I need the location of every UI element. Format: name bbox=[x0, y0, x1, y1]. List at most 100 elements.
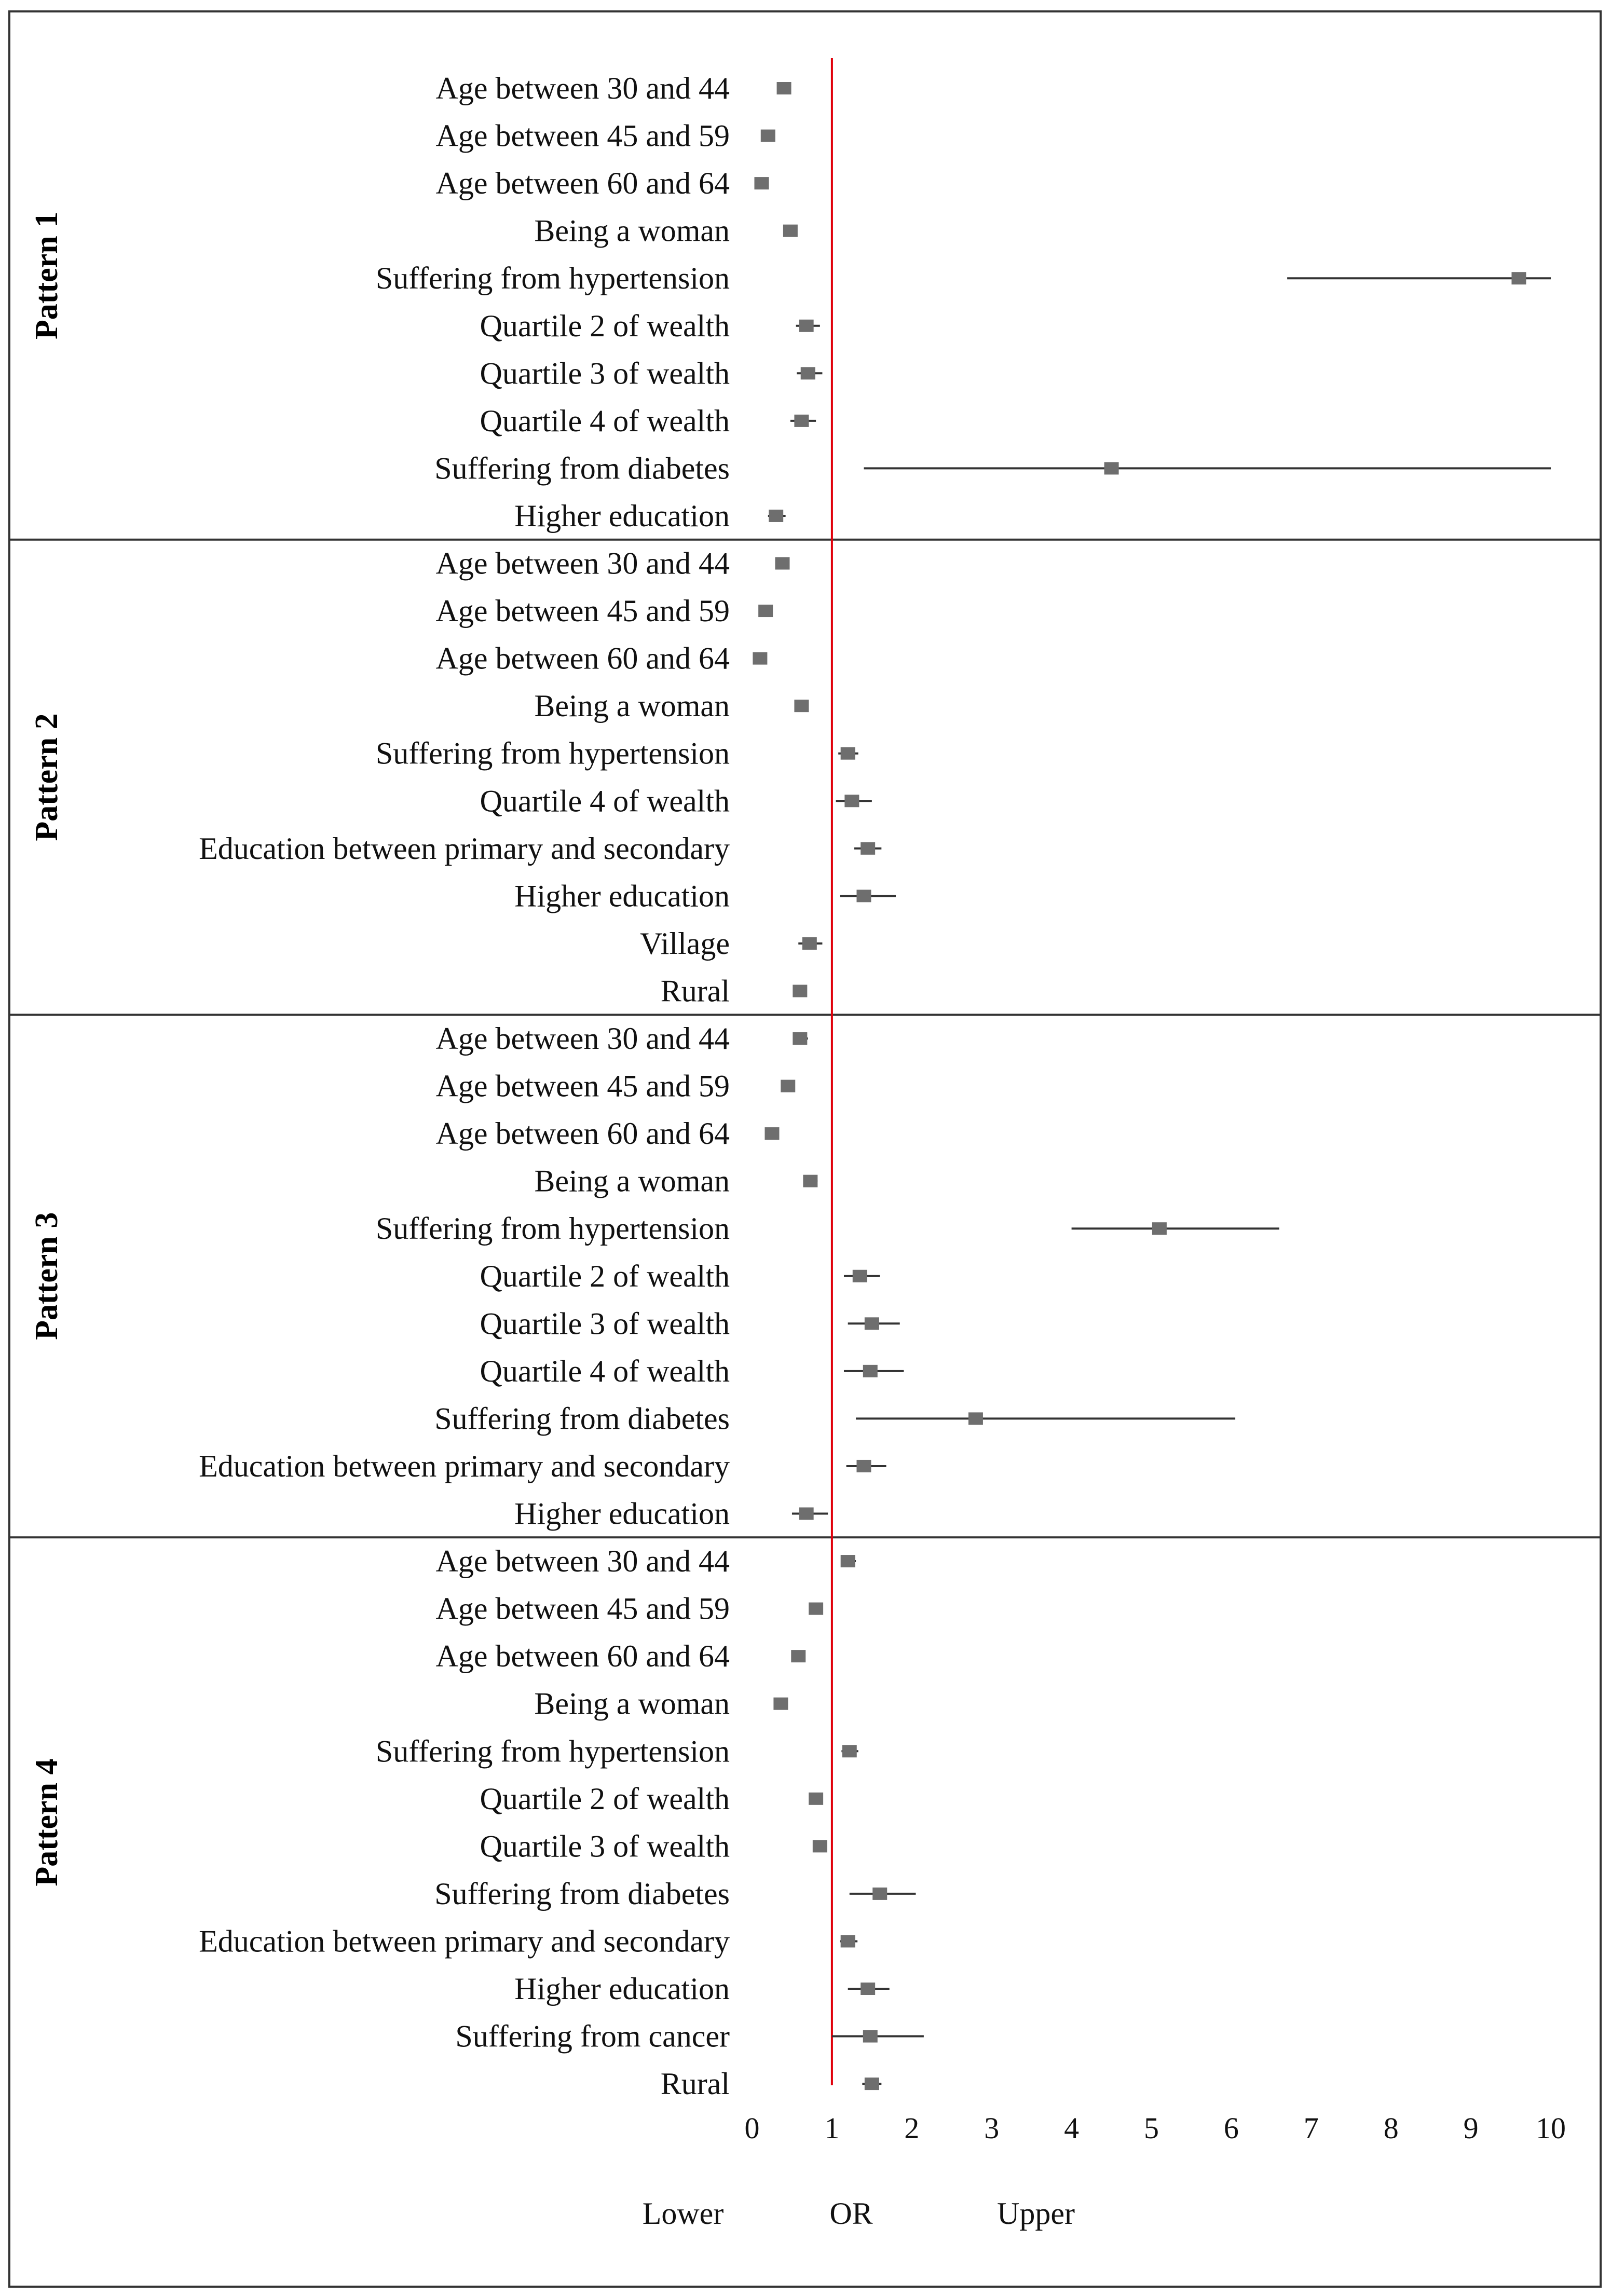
row-label: Age between 60 and 64 bbox=[436, 1116, 730, 1151]
legend-lower: Lower bbox=[643, 2196, 724, 2231]
or-marker bbox=[840, 747, 855, 760]
or-marker bbox=[840, 1555, 855, 1568]
or-marker bbox=[793, 1032, 808, 1045]
or-marker bbox=[861, 842, 876, 855]
or-marker bbox=[802, 937, 817, 950]
x-tick-label: 0 bbox=[745, 2111, 760, 2145]
or-marker bbox=[753, 652, 768, 665]
row-label: Age between 60 and 64 bbox=[436, 641, 730, 676]
row-label: Age between 30 and 44 bbox=[436, 546, 730, 581]
x-tick-label: 2 bbox=[904, 2111, 919, 2145]
x-tick-label: 9 bbox=[1464, 2111, 1479, 2145]
or-marker bbox=[844, 795, 859, 808]
or-marker bbox=[872, 1887, 888, 1900]
row-label: Suffering from hypertension bbox=[376, 1211, 730, 1246]
group-label: Pattern 4 bbox=[29, 1758, 64, 1886]
row-label: Quartile 3 of wealth bbox=[480, 356, 730, 390]
x-tick-label: 8 bbox=[1384, 2111, 1399, 2145]
row-label: Rural bbox=[661, 2067, 730, 2101]
group-dividers bbox=[10, 538, 1600, 1539]
x-tick-label: 4 bbox=[1064, 2111, 1079, 2145]
row-label: Higher education bbox=[514, 1497, 730, 1531]
x-tick-label: 7 bbox=[1304, 2111, 1319, 2145]
or-marker bbox=[809, 1792, 824, 1805]
row-label: Age between 45 and 59 bbox=[436, 1069, 730, 1103]
or-marker bbox=[764, 1127, 780, 1140]
or-marker bbox=[793, 985, 808, 997]
or-marker bbox=[794, 700, 809, 713]
row-label: Suffering from hypertension bbox=[376, 1734, 730, 1768]
or-marker bbox=[863, 1364, 878, 1377]
row-label: Age between 45 and 59 bbox=[436, 594, 730, 628]
row-label: Quartile 2 of wealth bbox=[480, 309, 730, 343]
row-label: Suffering from diabetes bbox=[434, 1877, 730, 1911]
or-marker bbox=[864, 1317, 879, 1330]
row-label: Quartile 4 of wealth bbox=[480, 404, 730, 438]
x-axis-ticks: 0 1 2 3 4 5 6 7 8 9 10 bbox=[745, 2111, 1566, 2145]
row-label: Age between 30 and 44 bbox=[436, 1021, 730, 1056]
row-label: Education between primary and secondary bbox=[199, 1449, 730, 1483]
x-tick-label: 10 bbox=[1536, 2111, 1566, 2145]
group-label: Pattern 2 bbox=[29, 713, 64, 841]
legend-upper: Upper bbox=[997, 2196, 1075, 2231]
or-marker bbox=[760, 129, 775, 142]
row-label: Age between 60 and 64 bbox=[436, 166, 730, 200]
or-marker bbox=[863, 2030, 878, 2043]
or-marker bbox=[840, 1935, 855, 1948]
row-label: Age between 30 and 44 bbox=[436, 71, 730, 105]
or-marker bbox=[754, 177, 769, 190]
or-marker bbox=[856, 1459, 871, 1472]
or-marker bbox=[775, 557, 790, 570]
or-marker bbox=[842, 1745, 857, 1758]
or-marker bbox=[769, 509, 784, 522]
x-tick-label: 3 bbox=[984, 2111, 999, 2145]
or-marker bbox=[812, 1840, 827, 1853]
row-label: Quartile 4 of wealth bbox=[480, 1354, 730, 1388]
or-marker bbox=[852, 1269, 867, 1282]
x-tick-label: 1 bbox=[824, 2111, 839, 2145]
row-label: Education between primary and secondary bbox=[199, 831, 730, 866]
row-label: Suffering from hypertension bbox=[376, 261, 730, 295]
row-label: Education between primary and secondary bbox=[199, 1924, 730, 1958]
row-label: Being a woman bbox=[534, 689, 730, 723]
legend-or: OR bbox=[829, 2196, 872, 2231]
group-label: Pattern 1 bbox=[29, 212, 64, 339]
row-label: Suffering from hypertension bbox=[376, 736, 730, 771]
or-marker bbox=[799, 1507, 814, 1520]
row-label: Suffering from diabetes bbox=[434, 451, 730, 485]
or-marker bbox=[800, 367, 815, 380]
or-marker bbox=[1152, 1222, 1167, 1235]
or-marker bbox=[799, 319, 814, 332]
row-label: Higher education bbox=[514, 879, 730, 913]
row-label: Higher education bbox=[514, 1972, 730, 2006]
row-label: Quartile 3 of wealth bbox=[480, 1306, 730, 1341]
or-marker bbox=[1511, 272, 1526, 285]
row-label: Being a woman bbox=[534, 1164, 730, 1198]
row-label: Quartile 2 of wealth bbox=[480, 1782, 730, 1816]
row-label: Age between 45 and 59 bbox=[436, 1592, 730, 1626]
or-marker bbox=[809, 1602, 824, 1615]
row-label: Quartile 3 of wealth bbox=[480, 1829, 730, 1863]
row-label: Being a woman bbox=[534, 1687, 730, 1721]
group-labels: Pattern 1 Pattern 2 Pattern 3 Pattern 4 bbox=[29, 212, 64, 1887]
or-marker bbox=[783, 224, 798, 237]
row-label: Being a woman bbox=[534, 214, 730, 248]
or-marker bbox=[773, 1697, 788, 1710]
or-marker bbox=[781, 1079, 796, 1092]
row-label: Quartile 2 of wealth bbox=[480, 1259, 730, 1293]
or-marker bbox=[794, 414, 809, 427]
or-marker bbox=[968, 1412, 983, 1425]
row-label: Higher education bbox=[514, 499, 730, 533]
or-marker bbox=[776, 82, 791, 94]
row-label: Age between 60 and 64 bbox=[436, 1639, 730, 1673]
estimates bbox=[753, 82, 1551, 2090]
figure-frame bbox=[8, 10, 1602, 2288]
row-label: Age between 30 and 44 bbox=[436, 1544, 730, 1578]
or-marker bbox=[861, 1983, 876, 1995]
legend: Lower OR Upper bbox=[643, 2196, 1075, 2231]
or-marker bbox=[1104, 462, 1119, 475]
row-label: Rural bbox=[661, 974, 730, 1008]
x-tick-label: 6 bbox=[1224, 2111, 1239, 2145]
or-marker bbox=[758, 605, 773, 618]
